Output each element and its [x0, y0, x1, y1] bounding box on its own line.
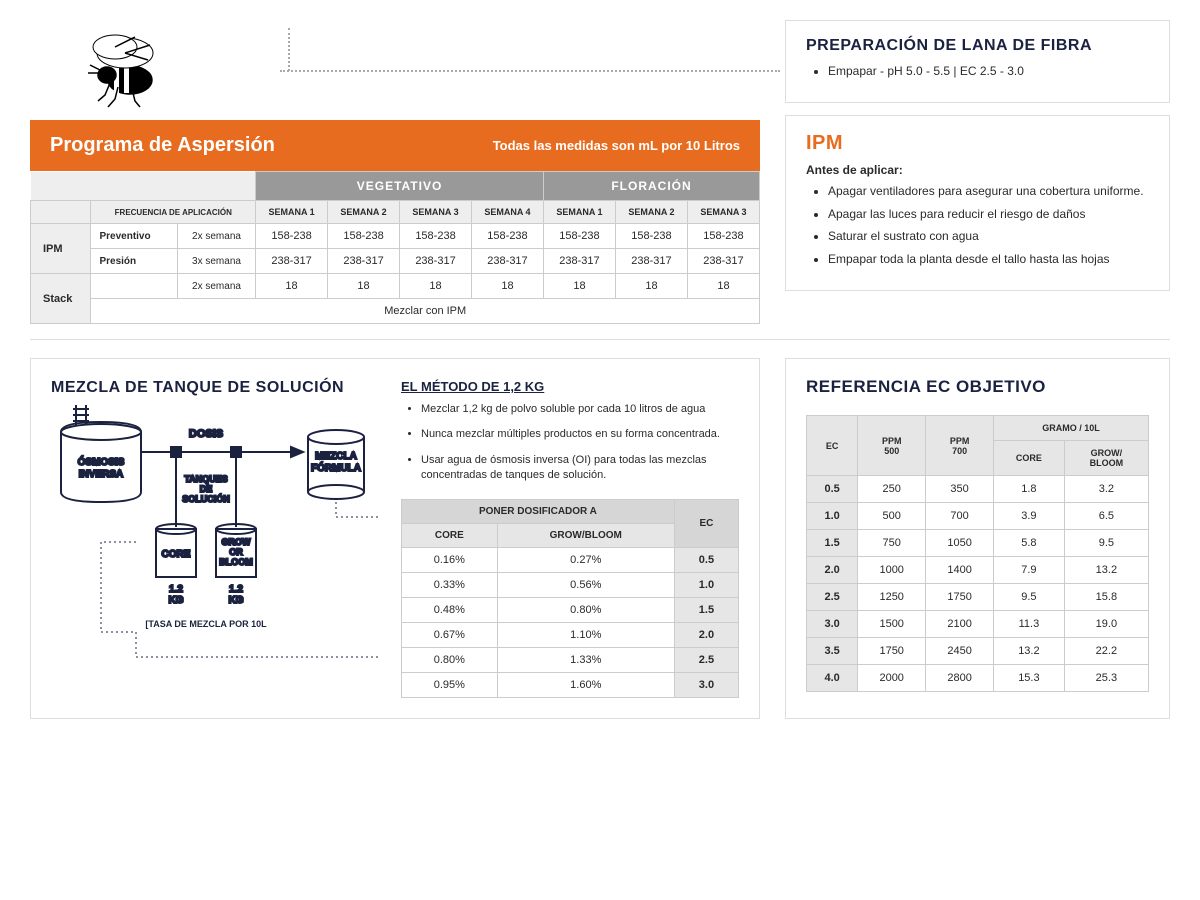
dotted-connector-h	[280, 70, 780, 72]
right-cards: PREPARACIÓN DE LANA DE FIBRA Empapar - p…	[785, 20, 1170, 324]
spray-title: Programa de Aspersión	[50, 134, 275, 157]
svg-text:[TASA DE MEZCLA POR 10L: [TASA DE MEZCLA POR 10L	[145, 619, 267, 629]
dose-row: 0.95%1.60%3.0	[402, 672, 739, 697]
svg-text:TANQUES: TANQUES	[184, 474, 227, 484]
stack-row: Stack 2x semana 18 18 18 18 18 18 18	[31, 274, 760, 299]
ipm-title: IPM	[806, 132, 1149, 155]
svg-text:1.2: 1.2	[229, 584, 243, 595]
fibra-card: PREPARACIÓN DE LANA DE FIBRA Empapar - p…	[785, 20, 1170, 103]
divider	[30, 339, 1170, 340]
ec-row: 1.575010505.89.5	[807, 530, 1149, 557]
dotted-connector-v	[288, 28, 290, 71]
dose-hdr: PONER DOSIFICADOR A	[402, 499, 675, 523]
ec-row: 2.5125017509.515.8	[807, 584, 1149, 611]
stack-row-label: Stack	[31, 274, 91, 324]
ec-row: 0.52503501.83.2	[807, 476, 1149, 503]
mix-title: MEZCLA DE TANQUE DE SOLUCIÓN	[51, 379, 381, 397]
ec-row: 2.0100014007.913.2	[807, 557, 1149, 584]
method-title: EL MÉTODO DE 1,2 KG	[401, 379, 739, 394]
svg-text:FÓRMULA: FÓRMULA	[311, 461, 361, 474]
spray-program-section: Programa de Aspersión Todas las medidas …	[30, 20, 760, 324]
app-freq-hdr: FRECUENCIA DE APLICACIÓN	[91, 201, 256, 224]
dose-row: 0.48%0.80%1.5	[402, 597, 739, 622]
svg-text:OR: OR	[229, 547, 243, 557]
ec-row: 3.51750245013.222.2	[807, 638, 1149, 665]
svg-text:INVERSA: INVERSA	[79, 469, 123, 480]
svg-text:CORE: CORE	[162, 549, 191, 560]
top-row: Programa de Aspersión Todas las medidas …	[30, 20, 1170, 324]
dose-row: 0.67%1.10%2.0	[402, 622, 739, 647]
spray-header: Programa de Aspersión Todas las medidas …	[30, 120, 760, 171]
ec-title: REFERENCIA EC OBJETIVO	[806, 377, 1149, 397]
dose-row: 0.16%0.27%0.5	[402, 547, 739, 572]
ipm-row-label: IPM	[31, 224, 91, 274]
bottom-row: MEZCLA DE TANQUE DE SOLUCIÓN ÓSMOSIS INV…	[30, 358, 1170, 719]
svg-text:KG: KG	[229, 595, 244, 606]
grow-bloom-hdr: GROW/ BLOOM	[1064, 441, 1148, 476]
ppm700-hdr: PPM 700	[926, 416, 994, 476]
method-column: EL MÉTODO DE 1,2 KG Mezclar 1,2 kg de po…	[401, 379, 739, 698]
ipm-card: IPM Antes de aplicar: Apagar ventiladore…	[785, 115, 1170, 291]
diagram-column: MEZCLA DE TANQUE DE SOLUCIÓN ÓSMOSIS INV…	[51, 379, 381, 698]
ipm-presion-row: Presión 3x semana 238-317 238-317 238-31…	[31, 249, 760, 274]
bee-decoration-area	[30, 20, 760, 120]
svg-text:SOLUCIÓN: SOLUCIÓN	[182, 493, 230, 504]
ec-row: 1.05007003.96.5	[807, 503, 1149, 530]
svg-text:DE: DE	[200, 484, 213, 494]
svg-text:1.2: 1.2	[169, 584, 183, 595]
fibra-title: PREPARACIÓN DE LANA DE FIBRA	[806, 37, 1149, 55]
svg-text:GROW: GROW	[222, 537, 252, 547]
ppm500-hdr: PPM 500	[858, 416, 926, 476]
method-list: Mezclar 1,2 kg de polvo soluble por cada…	[401, 402, 739, 484]
bee-icon	[60, 15, 190, 115]
ec-card: REFERENCIA EC OBJETIVO EC PPM 500 PPM 70…	[785, 358, 1170, 719]
ipm-list: Apagar ventiladores para asegurar una co…	[806, 183, 1149, 268]
stack-note-row: Mezclar con IPM	[31, 299, 760, 324]
dose-table: PONER DOSIFICADOR A EC CORE GROW/BLOOM 0…	[401, 499, 739, 698]
svg-text:BLOOM: BLOOM	[219, 557, 253, 567]
ec-row: 4.02000280015.325.3	[807, 665, 1149, 692]
dose-row: 0.33%0.56%1.0	[402, 572, 739, 597]
phase-flowering: FLORACIÓN	[543, 172, 759, 201]
svg-text:ÓSMOSIS: ÓSMOSIS	[78, 455, 125, 468]
svg-text:MEZCLA: MEZCLA	[315, 451, 357, 462]
spray-table: VEGETATIVO FLORACIÓN FRECUENCIA DE APLIC…	[30, 171, 760, 324]
phase-vegetative: VEGETATIVO	[256, 172, 544, 201]
ec-table: EC PPM 500 PPM 700 GRAMO / 10L CORE GROW…	[806, 415, 1149, 692]
ec-row: 3.01500210011.319.0	[807, 611, 1149, 638]
week-header-row: FRECUENCIA DE APLICACIÓN SEMANA 1 SEMANA…	[31, 201, 760, 224]
mix-diagram: ÓSMOSIS INVERSA DOSIS M	[51, 397, 381, 677]
fibra-item: Empapar - pH 5.0 - 5.5 | EC 2.5 - 3.0	[828, 63, 1149, 80]
ipm-prevent-row: IPM Preventivo 2x semana 158-238 158-238…	[31, 224, 760, 249]
mix-card: MEZCLA DE TANQUE DE SOLUCIÓN ÓSMOSIS INV…	[30, 358, 760, 719]
svg-text:DOSIS: DOSIS	[189, 428, 223, 440]
spray-subtitle: Todas las medidas son mL por 10 Litros	[493, 138, 740, 153]
svg-text:KG: KG	[169, 595, 184, 606]
dose-row: 0.80%1.33%2.5	[402, 647, 739, 672]
ipm-sub: Antes de aplicar:	[806, 163, 1149, 177]
